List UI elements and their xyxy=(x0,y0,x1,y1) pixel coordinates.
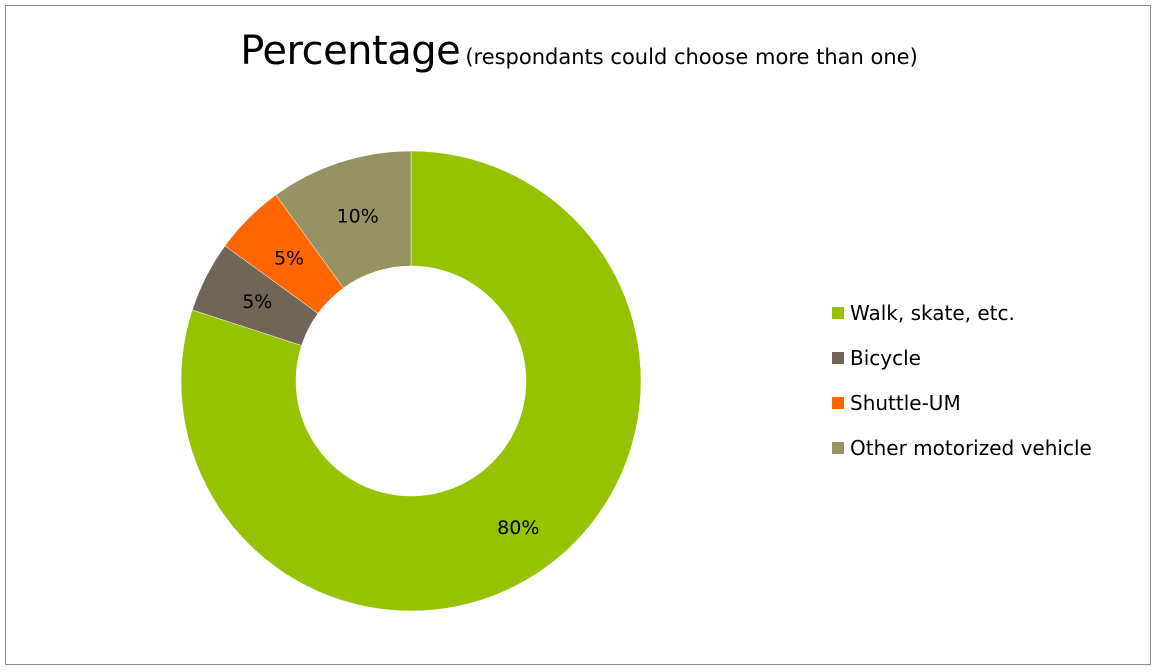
chart-subtitle: (respondants could choose more than one) xyxy=(465,45,918,69)
legend-item-other: Other motorized vehicle xyxy=(832,435,1092,460)
donut-slice-walk xyxy=(180,150,642,612)
legend-item-walk: Walk, skate, etc. xyxy=(832,300,1092,325)
legend-swatch-shuttle xyxy=(832,396,844,409)
data-label-bicycle: 5% xyxy=(242,291,272,313)
data-label-shuttle: 5% xyxy=(274,248,304,270)
legend-item-bicycle: Bicycle xyxy=(832,345,1092,370)
legend-swatch-other xyxy=(832,441,844,454)
chart-title: Percentage (respondants could choose mor… xyxy=(0,28,1158,74)
legend-label-bicycle: Bicycle xyxy=(850,345,921,370)
data-label-other: 10% xyxy=(337,205,379,227)
donut-slice-other xyxy=(275,150,412,289)
legend-item-shuttle: Shuttle-UM xyxy=(832,390,1092,415)
legend-swatch-walk xyxy=(832,306,844,319)
legend-label-walk: Walk, skate, etc. xyxy=(850,300,1015,325)
legend-swatch-bicycle xyxy=(832,351,844,364)
data-label-walk: 80% xyxy=(497,517,539,539)
legend: Walk, skate, etc. Bicycle Shuttle-UM Oth… xyxy=(832,300,1092,480)
chart-title-main: Percentage xyxy=(240,28,461,74)
legend-label-other: Other motorized vehicle xyxy=(850,435,1092,460)
legend-label-shuttle: Shuttle-UM xyxy=(850,390,961,415)
